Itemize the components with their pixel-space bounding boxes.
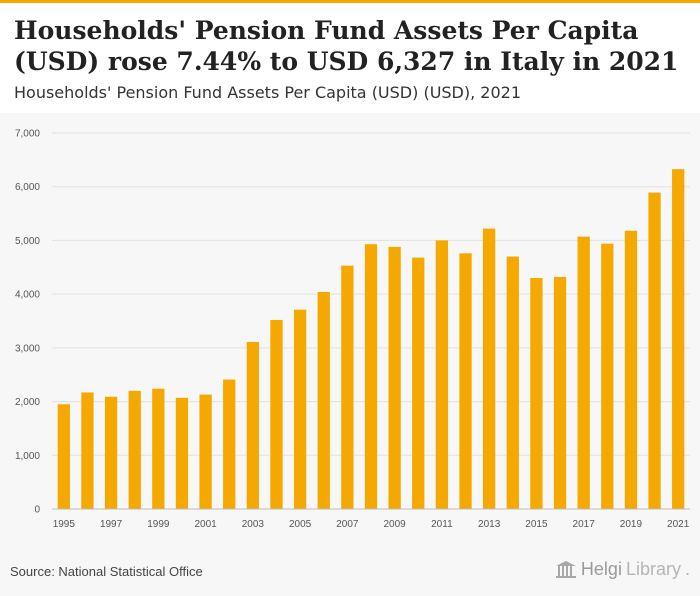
bars: [57, 169, 685, 510]
brand-name-secondary: Library: [625, 559, 681, 579]
x-tick-label: 2001: [194, 519, 217, 530]
brand-name-primary: Helgi: [580, 559, 622, 579]
bar-2012: [459, 253, 472, 509]
y-tick-label: 7,000: [15, 129, 40, 140]
bar-2020: [648, 192, 661, 509]
library-icon: [555, 560, 576, 578]
y-axis-labels: 0 1,000 2,000 3,000 4,000 5,000 6,000 7,000: [15, 129, 40, 516]
chart-header: Households' Pension Fund Assets Per Capi…: [0, 3, 700, 113]
bar-1997: [104, 396, 118, 509]
bar-2003: [246, 341, 259, 509]
bar-1995: [57, 404, 70, 509]
x-tick-label: 2011: [431, 519, 453, 530]
bar-chart: 0 1,000 2,000 3,000 4,000 5,000 6,000 7,000 199…: [15, 129, 690, 530]
x-tick-label: 2009: [384, 519, 407, 530]
bar-2008: [364, 244, 378, 509]
bar-1998: [128, 390, 141, 509]
bar-2007: [341, 265, 354, 509]
bar-2019: [624, 230, 638, 509]
y-tick-label: 2,000: [15, 397, 40, 408]
bar-2013: [483, 228, 496, 509]
x-tick-label: 2015: [525, 519, 548, 530]
bar-2018: [601, 243, 614, 509]
top-accent-rule: [0, 0, 700, 3]
bar-2000: [175, 397, 189, 509]
bar-2021: [672, 169, 685, 509]
bar-2016: [553, 276, 567, 509]
x-tick-label: 2019: [620, 519, 643, 530]
y-tick-label: 0: [34, 505, 40, 516]
x-tick-label: 2013: [478, 519, 501, 530]
x-tick-label: 2007: [336, 519, 359, 530]
source-note: Source: National Statistical Office: [10, 564, 203, 579]
x-tick-label: 1999: [147, 519, 170, 530]
bar-2015: [530, 278, 543, 509]
bar-2017: [577, 236, 590, 509]
y-tick-label: 1,000: [15, 451, 40, 462]
bar-2009: [388, 246, 401, 510]
y-tick-label: 3,000: [15, 343, 40, 354]
bar-2010: [412, 257, 425, 509]
x-tick-label: 2005: [289, 519, 312, 530]
y-tick-label: 4,000: [15, 290, 40, 301]
x-tick-label: 2017: [573, 519, 596, 530]
bar-1996: [81, 392, 94, 509]
x-axis-labels: 1995 1997 1999 2001 2003 2005 2007 2009 2011 2013…: [53, 519, 690, 530]
bar-2005: [293, 309, 307, 509]
brand-name-suffix: .: [684, 559, 690, 579]
x-tick-label: 2003: [242, 519, 265, 530]
chart-footer: Source: National Statistical Office Helg…: [0, 543, 700, 596]
x-tick-label: 2021: [667, 519, 690, 530]
bar-2014: [506, 256, 519, 509]
bar-1999: [152, 388, 165, 509]
chart-title: Households' Pension Fund Assets Per Capi…: [14, 16, 679, 76]
bar-2001: [199, 394, 212, 509]
x-tick-label: 1995: [53, 519, 76, 530]
y-tick-label: 6,000: [15, 182, 40, 193]
bar-2011: [435, 240, 449, 509]
brand-logo[interactable]: Helgi Library.: [555, 559, 690, 580]
bar-2002: [223, 379, 236, 509]
y-tick-label: 5,000: [15, 236, 40, 247]
chart-subtitle: Households' Pension Fund Assets Per Capi…: [14, 83, 522, 102]
bar-2006: [317, 291, 330, 509]
x-tick-label: 1997: [100, 519, 123, 530]
bar-2004: [270, 319, 283, 509]
